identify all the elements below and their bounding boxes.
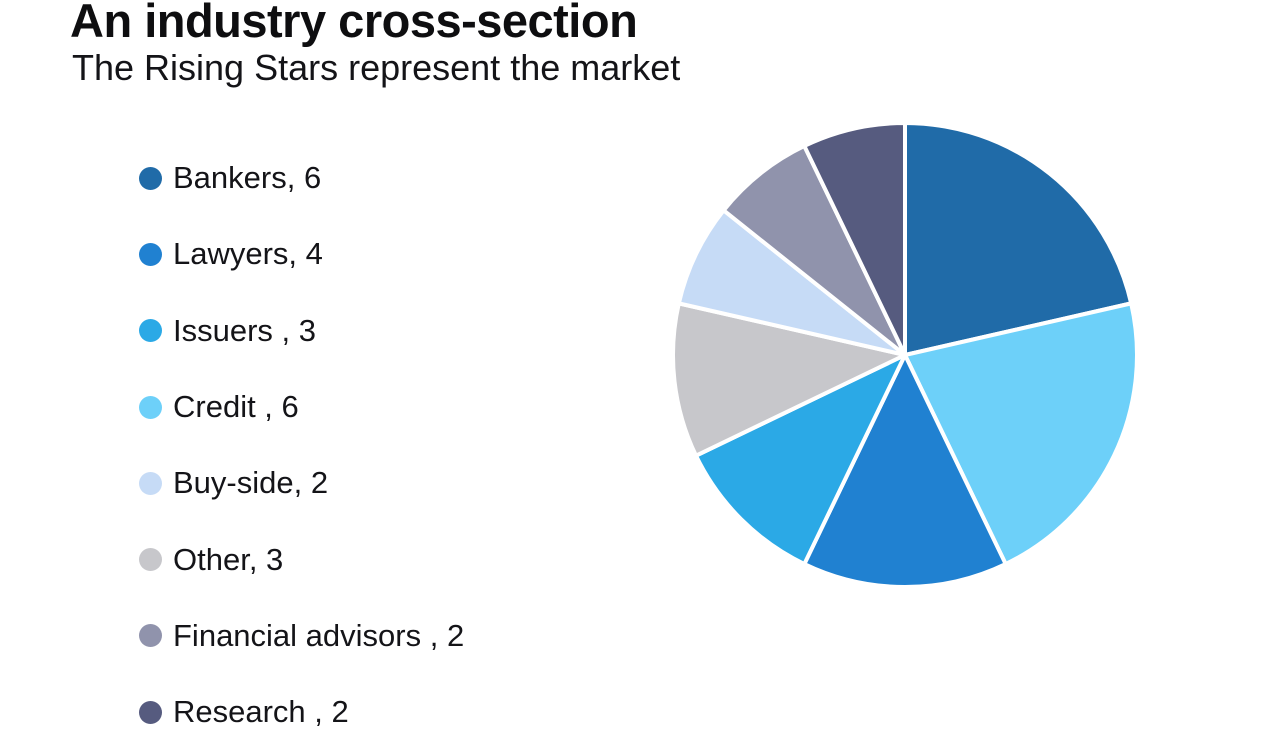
pie-slice-other [671,301,907,458]
pie-slice-bankers [903,121,1134,357]
slide: An industry cross-section The Rising Sta… [70,0,1160,730]
legend-item-issuers: Issuers , 3 [139,293,464,369]
legend-item-credit: Credit , 6 [139,369,464,445]
legend-swatch-issuers [139,319,162,343]
legend-item-financial-advisors: Financial advisors , 2 [139,598,464,674]
legend-item-buy-side: Buy-side, 2 [139,445,464,521]
legend-swatch-lawyers [139,242,162,266]
pie-slice-lawyers [802,353,1008,589]
legend-label-financial-advisors: Financial advisors , 2 [173,617,465,653]
legend-item-lawyers: Lawyers, 4 [139,216,464,292]
pie-chart [671,121,1139,589]
legend-swatch-financial-advisors [139,624,162,648]
pie-chart-area [660,100,1160,600]
chart-subtitle: The Rising Stars represent the market [72,47,681,88]
pie-slice-credit [903,301,1139,567]
chart-title: An industry cross-section [70,0,638,47]
pie-slice-research [802,121,907,357]
pie-slice-buy-side [676,208,907,357]
legend-label-buy-side: Buy-side, 2 [173,465,329,501]
legend-label-other: Other, 3 [173,541,284,577]
pie-slice-financial-advisors [721,143,907,357]
legend-label-issuers: Issuers , 3 [173,312,316,348]
legend-swatch-bankers [139,166,162,190]
legend-label-research: Research , 2 [173,694,349,730]
legend-label-lawyers: Lawyers, 4 [173,236,323,272]
legend: Bankers, 6 Lawyers, 4 Issuers , 3 Credit , … [139,140,464,750]
legend-label-credit: Credit , 6 [173,389,299,425]
legend-swatch-buy-side [139,471,162,495]
legend-item-other: Other, 3 [139,521,464,597]
legend-item-bankers: Bankers, 6 [139,140,464,216]
legend-swatch-research [139,700,162,724]
legend-label-bankers: Bankers, 6 [173,160,322,196]
pie-slice-issuers [693,353,907,567]
legend-item-research: Research , 2 [139,674,464,750]
legend-swatch-other [139,548,162,572]
legend-swatch-credit [139,395,162,419]
